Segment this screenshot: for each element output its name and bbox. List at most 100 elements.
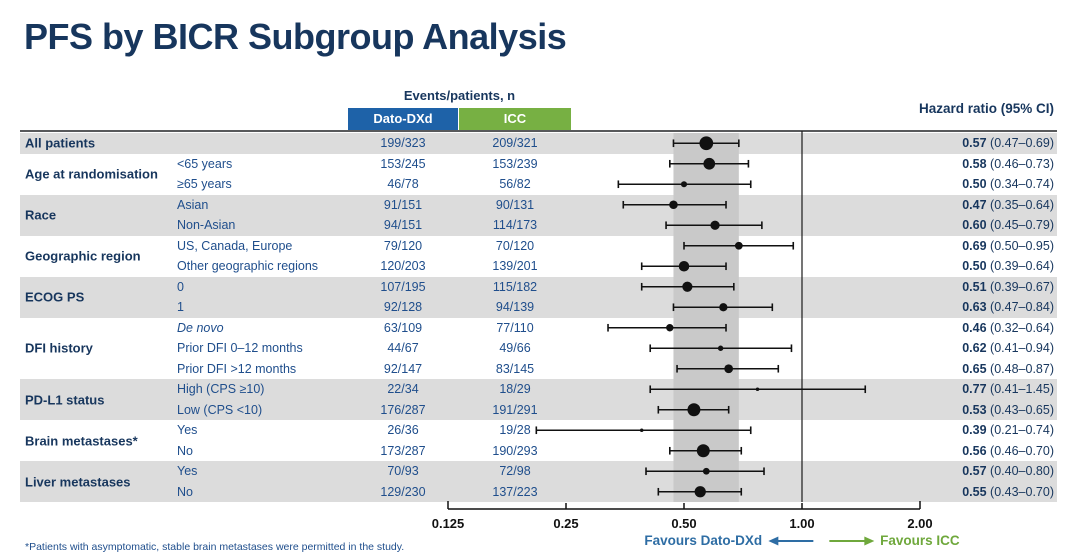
table-row: 1 92/128 94/139 0.63 (0.47–0.84) (20, 297, 1057, 318)
events-patients-header: Events/patients, n (403, 88, 516, 103)
group-brain-metastases: Brain metastases* Yes 26/36 19/28 0.39 (0.21… (20, 420, 1057, 461)
group-label: PD-L1 status (25, 392, 105, 407)
icc-events: 115/182 (492, 279, 538, 294)
subgroup-label: US, Canada, Europe (177, 238, 293, 253)
subgroup-label: Prior DFI 0–12 months (177, 341, 303, 355)
dato-dxd-events: 26/36 (387, 423, 419, 437)
hazard-ratio-value: 0.63 (0.47–0.84) (962, 300, 1054, 314)
table-row: Other geographic regions 120/203 139/201 0.… (20, 256, 1057, 277)
group-age-at-randomisation: Age at randomisation <65 years 153/245 153/… (20, 154, 1057, 195)
dato-dxd-events: 92/128 (383, 300, 423, 314)
subgroup-label: High (CPS ≥10) (177, 382, 265, 396)
icc-events: 83/145 (495, 361, 535, 376)
icc-events: 18/29 (499, 382, 531, 396)
dato-dxd-events: 70/93 (387, 464, 419, 478)
group-race: Race Asian 91/151 90/131 0.47 (0.35–0.64) Non… (20, 194, 1057, 236)
icc-events: 190/293 (492, 443, 538, 458)
icc-events: 191/291 (492, 402, 538, 417)
group-pd-l1-status: PD-L1 status High (CPS ≥10) 22/34 18/29 0.77… (20, 379, 1057, 420)
hazard-ratio-value: 0.47 (0.35–0.64) (962, 197, 1054, 212)
group-all-patients: All patients 199/323 209/321 0.57 (0.47–0.6… (20, 133, 1057, 154)
hazard-ratio-value: 0.56 (0.46–0.70) (962, 443, 1054, 458)
hazard-ratio-value: 0.57 (0.47–0.69) (962, 136, 1054, 150)
table-row: Non-Asian 94/151 114/173 0.60 (0.45–0.79) (20, 215, 1057, 236)
group-label: All patients (25, 135, 96, 151)
dato-dxd-events: 173/287 (380, 443, 426, 458)
icc-events: 56/82 (499, 177, 531, 191)
dato-dxd-events: 91/151 (383, 197, 423, 212)
icc-events: 137/223 (492, 484, 538, 499)
icc-events: 90/131 (495, 197, 535, 212)
table-row: De novo 63/109 77/110 0.46 (0.32–0.64) (20, 318, 1057, 339)
dato-dxd-events: 92/147 (383, 361, 423, 376)
icc-events: 209/321 (492, 136, 538, 150)
group-label: Liver metastases (25, 474, 131, 489)
arm-header-dato-dxd: Dato-DXd (348, 108, 458, 130)
group-ecog-ps: ECOG PS 0 107/195 115/182 0.51 (0.39–0.67) 1 9… (20, 276, 1057, 318)
table-row: ≥65 years 46/78 56/82 0.50 (0.34–0.74) (20, 174, 1057, 195)
dato-dxd-events: 44/67 (387, 341, 419, 355)
hazard-ratio-value: 0.60 (0.45–0.79) (962, 218, 1054, 232)
group-label: Geographic region (25, 248, 141, 264)
group-geographic-region: Geographic region US, Canada, Europe 79/12… (20, 236, 1057, 277)
table-row: Prior DFI 0–12 months 44/67 49/66 0.62 (0.4… (20, 338, 1057, 359)
subgroup-label: Other geographic regions (177, 259, 319, 273)
subgroup-label: Yes (177, 464, 198, 478)
subgroup-label: ≥65 years (177, 177, 232, 191)
table-row: Yes 26/36 19/28 0.39 (0.21–0.74) (20, 420, 1057, 441)
table-row: US, Canada, Europe 79/120 70/120 0.69 (0.50… (20, 236, 1057, 257)
hazard-ratio-value: 0.39 (0.21–0.74) (962, 423, 1054, 437)
subgroup-label: Non-Asian (177, 218, 236, 232)
icc-events: 49/66 (499, 341, 531, 355)
subgroup-label: <65 years (177, 156, 233, 171)
table-row: No 173/287 190/293 0.56 (0.46–0.70) (20, 441, 1057, 462)
hazard-ratio-header: Hazard ratio (95% CI) (918, 101, 1054, 116)
hazard-ratio-value: 0.46 (0.32–0.64) (962, 320, 1054, 335)
icc-events: 19/28 (499, 423, 531, 437)
dato-dxd-events: 22/34 (387, 382, 419, 396)
group-label: Race (25, 207, 57, 223)
hazard-ratio-value: 0.65 (0.48–0.87) (962, 361, 1054, 376)
group-label: Brain metastases* (25, 433, 138, 448)
table-row: <65 years 153/245 153/239 0.58 (0.46–0.73) (20, 154, 1057, 175)
subgroup-label: No (177, 443, 193, 458)
favours-dato-label: Favours Dato-DXd (644, 533, 763, 548)
dato-dxd-events: 120/203 (380, 259, 426, 273)
dato-dxd-events: 46/78 (387, 177, 419, 191)
icc-events: 77/110 (496, 320, 534, 335)
table-row: High (CPS ≥10) 22/34 18/29 0.77 (0.41–1.45) (20, 379, 1057, 400)
dato-dxd-events: 199/323 (380, 136, 426, 150)
dato-dxd-events: 94/151 (383, 218, 423, 232)
icc-events: 72/98 (499, 464, 531, 478)
group-dfi-history: DFI history De novo 63/109 77/110 0.46 (0.32… (20, 318, 1057, 380)
dato-dxd-events: 176/287 (380, 402, 426, 417)
group-label: ECOG PS (25, 289, 85, 305)
x-tick-label: 0.25 (553, 516, 579, 531)
hazard-ratio-value: 0.57 (0.40–0.80) (962, 464, 1054, 478)
header-separator (20, 130, 1057, 132)
icc-events: 114/173 (492, 218, 538, 232)
hazard-ratio-value: 0.69 (0.50–0.95) (962, 238, 1054, 253)
x-tick-label: 1.00 (789, 516, 815, 531)
hazard-ratio-value: 0.50 (0.34–0.74) (962, 177, 1054, 191)
page-title: PFS by BICR Subgroup Analysis (24, 16, 567, 57)
hazard-ratio-value: 0.50 (0.39–0.64) (962, 259, 1054, 273)
arm-header-icc: ICC (459, 108, 571, 130)
favours-icc-label: Favours ICC (880, 533, 960, 548)
x-tick-label: 0.50 (671, 516, 697, 531)
x-tick-label: 2.00 (907, 516, 933, 531)
hazard-ratio-value: 0.55 (0.43–0.70) (962, 484, 1054, 499)
hazard-ratio-value: 0.62 (0.41–0.94) (962, 341, 1054, 355)
hazard-ratio-value: 0.53 (0.43–0.65) (962, 402, 1054, 417)
group-liver-metastases: Liver metastases Yes 70/93 72/98 0.57 (0.40–… (20, 461, 1057, 502)
right-arrow-icon (829, 536, 875, 545)
hazard-ratio-value: 0.58 (0.46–0.73) (962, 156, 1054, 171)
subgroup-label: Low (CPS <10) (177, 402, 263, 417)
table-row: 0 107/195 115/182 0.51 (0.39–0.67) (20, 277, 1057, 298)
table-row: Yes 70/93 72/98 0.57 (0.40–0.80) (20, 461, 1057, 482)
subgroup-label: De novo (177, 320, 224, 335)
left-arrow-icon (768, 536, 814, 545)
icc-events: 139/201 (492, 259, 538, 273)
table-row: Asian 91/151 90/131 0.47 (0.35–0.64) (20, 195, 1057, 216)
